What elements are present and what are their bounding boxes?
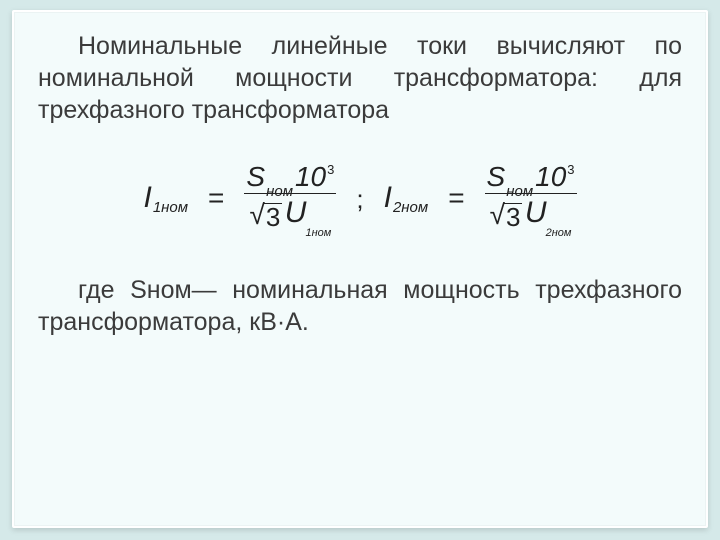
content-sheet: Номинальные линейные токи вычисляют по н… — [12, 10, 708, 528]
fraction-1: Sном103 √ 3 U1ном — [244, 162, 336, 234]
sqrt-1: √ 3 — [249, 199, 282, 231]
under-root-2: 3 — [504, 203, 522, 231]
var-I: I — [143, 181, 151, 215]
radical-sign: √ — [249, 201, 264, 233]
denominator-2: √ 3 U2ном — [488, 194, 574, 233]
exp-3-2: 3 — [567, 162, 574, 177]
paragraph-note: где Sном— номинальная мощность трехфазно… — [38, 274, 682, 338]
var-U1: U — [285, 196, 307, 229]
var-I2: I — [384, 181, 392, 215]
denominator-1: √ 3 U1ном — [247, 194, 333, 233]
paragraph-intro: Номинальные линейные токи вычисляют по н… — [38, 30, 682, 126]
const-10: 10 — [295, 161, 326, 192]
sqrt-2: √ 3 — [490, 199, 523, 231]
sub-1nom: 1ном — [153, 199, 188, 216]
const-10-2: 10 — [535, 161, 566, 192]
radical-sign-2: √ — [490, 201, 505, 233]
equals-1: = — [208, 182, 224, 214]
lhs-i1: I 1ном — [143, 181, 188, 215]
var-S: S — [246, 161, 265, 192]
lhs-i2: I 2ном — [384, 181, 429, 215]
sub-u1nom: 1ном — [305, 227, 331, 239]
equals-2: = — [448, 182, 464, 214]
sub-nom2: ном — [506, 183, 533, 200]
sub-2nom: 2ном — [393, 199, 428, 216]
sqrt-val: 3 — [266, 204, 280, 231]
sub-nom: ном — [266, 183, 293, 200]
fraction-2: Sном103 √ 3 U2ном — [485, 162, 577, 234]
semicolon: ; — [356, 184, 363, 215]
sqrt-val-2: 3 — [506, 204, 520, 231]
numerator-2: Sном103 — [485, 162, 577, 193]
var-U2: U — [525, 196, 547, 229]
sub-u2nom: 2ном — [546, 227, 572, 239]
exp-3: 3 — [327, 162, 334, 177]
var-S2: S — [487, 161, 506, 192]
under-root-1: 3 — [264, 203, 282, 231]
formula-block: I 1ном = Sном103 √ 3 U1ном ; I 2н — [38, 162, 682, 234]
numerator-1: Sном103 — [244, 162, 336, 193]
